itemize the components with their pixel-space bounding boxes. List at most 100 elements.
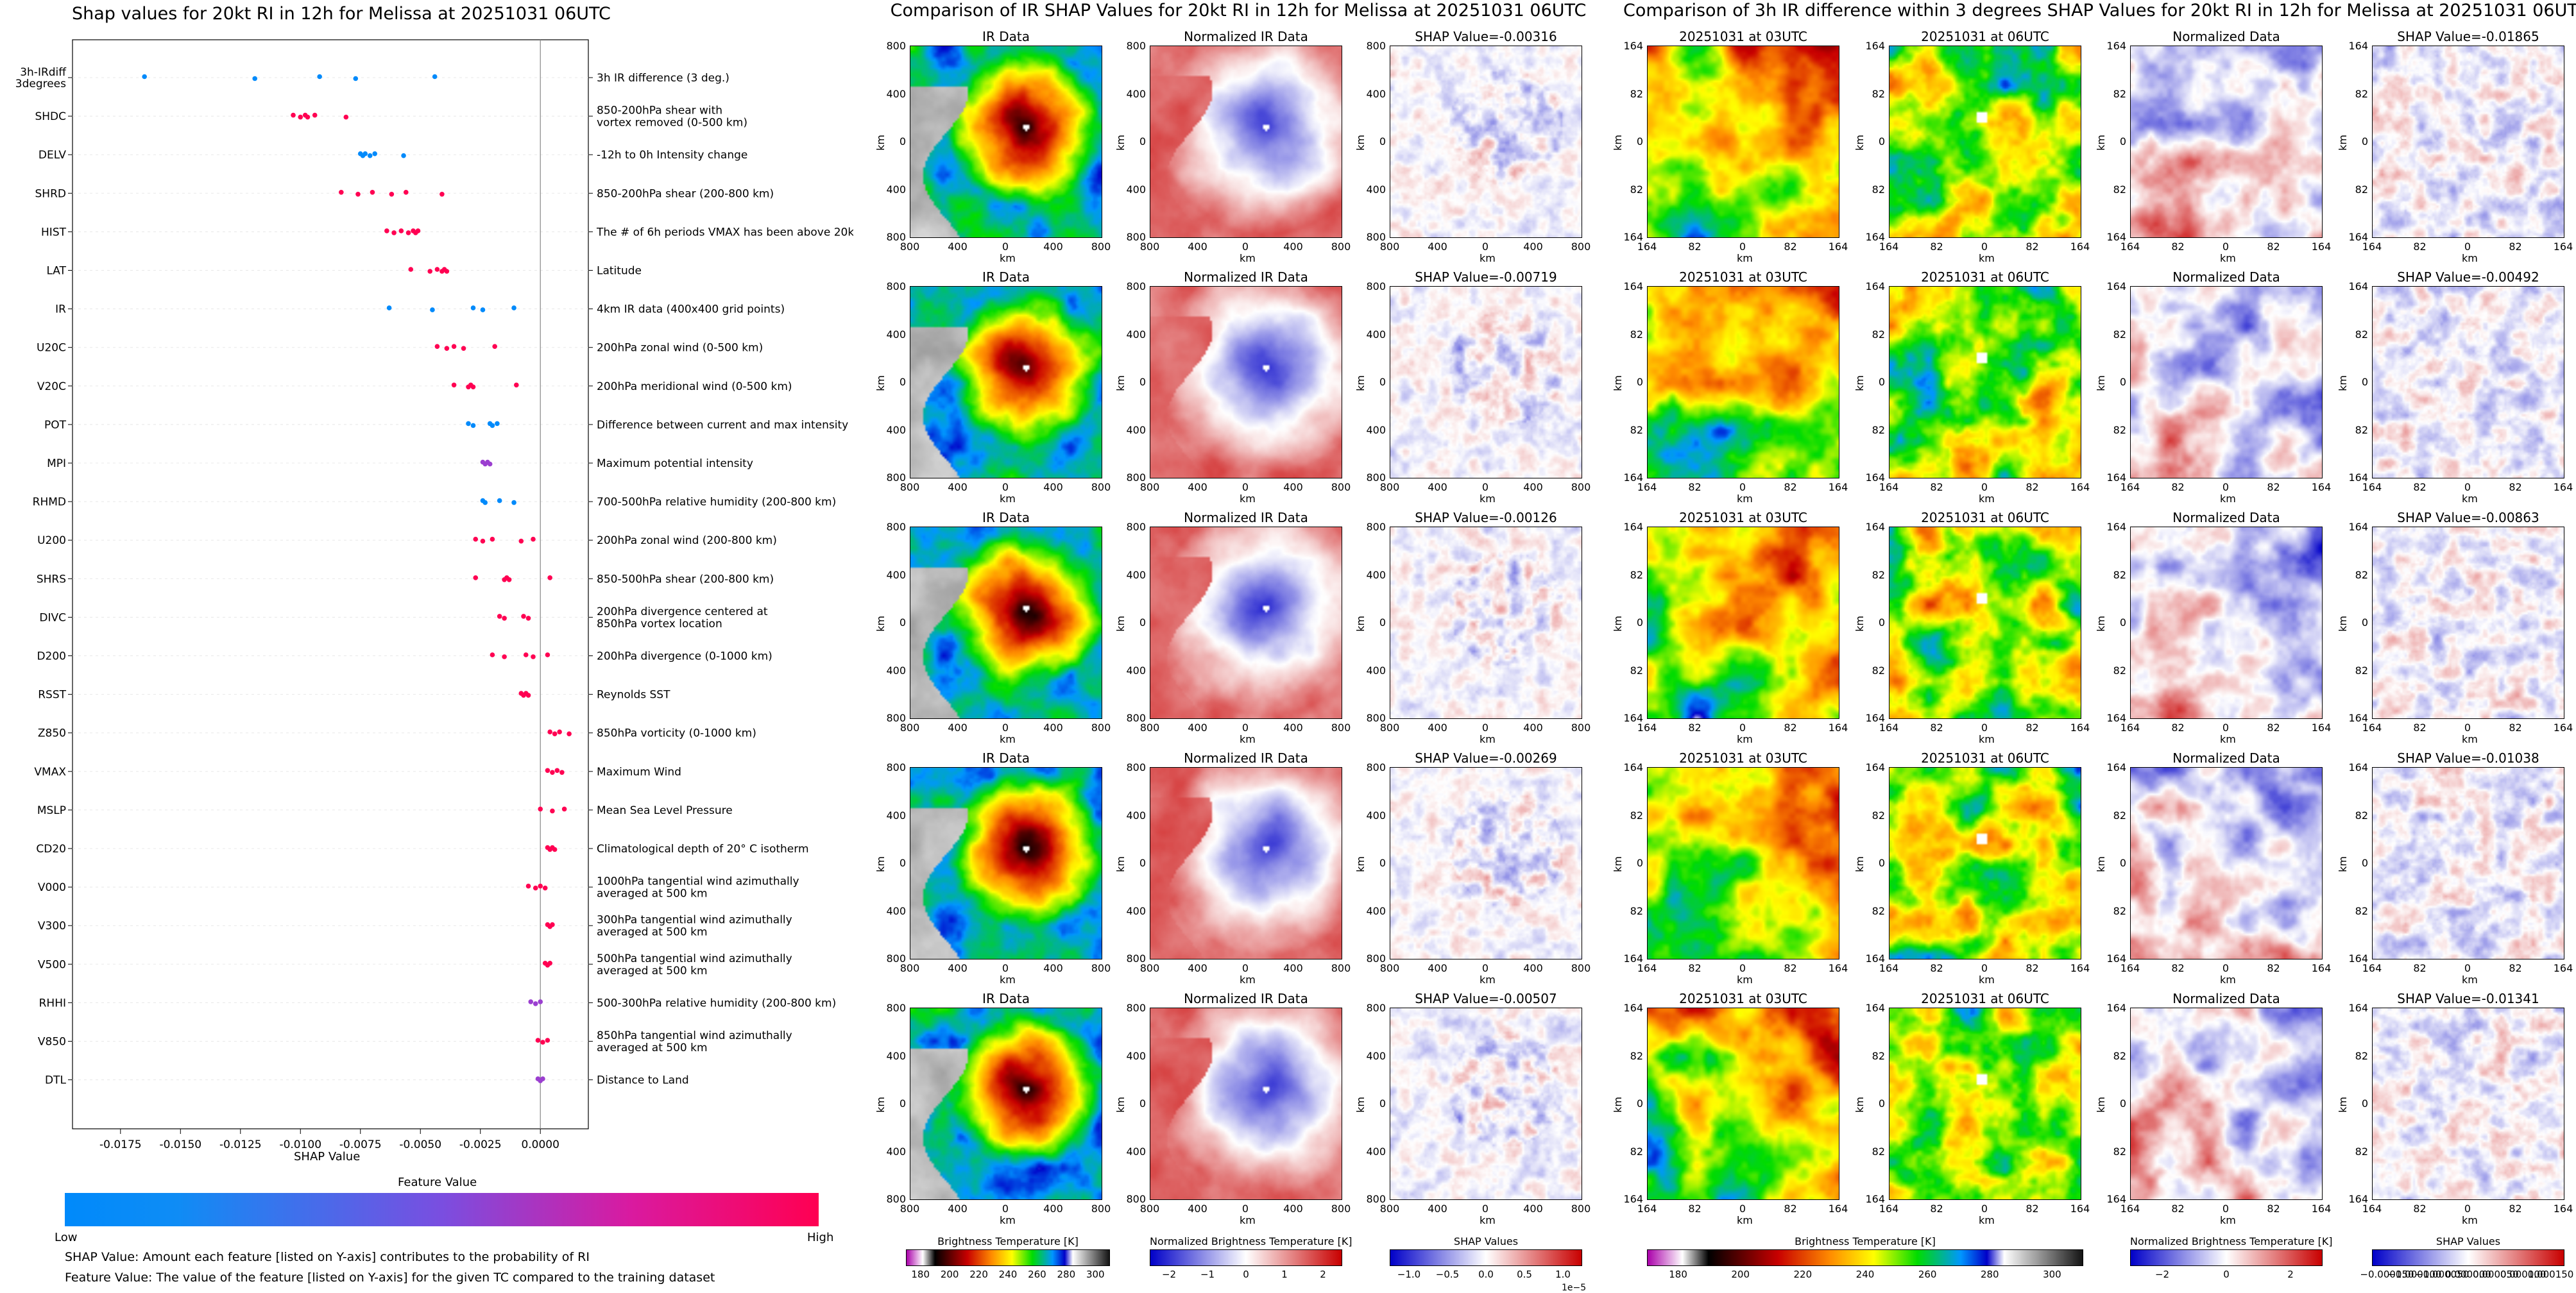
- shap-point: [372, 151, 377, 156]
- xtick-label: 800: [1379, 1203, 1400, 1215]
- xtick-label: 800: [1331, 481, 1351, 493]
- xtick-label: 82: [2026, 241, 2039, 253]
- map-image: [1390, 1008, 1582, 1199]
- xtick-label: 800: [1379, 481, 1400, 493]
- xtick-label: 800: [1091, 962, 1111, 974]
- ytick-label: 82: [1630, 1049, 1643, 1062]
- xtick-label: 164: [2553, 722, 2573, 734]
- xtick-label: 82: [2413, 722, 2427, 734]
- shap-point: [403, 190, 409, 195]
- map-image: [910, 768, 1102, 959]
- panel-title: Normalized Data: [2172, 991, 2280, 1006]
- map-image: [2131, 46, 2322, 237]
- xtick-label: 400: [1523, 962, 1543, 974]
- feature-description-label: 200hPa zonal wind (200-800 km): [597, 534, 777, 547]
- shap-point: [550, 770, 555, 775]
- xtick-label: 400: [1428, 241, 1447, 253]
- colorbar-tick-label: 240: [1855, 1269, 1875, 1280]
- shap-point: [432, 74, 438, 80]
- colorbar-tick-label: −0.000150: [2360, 1269, 2414, 1280]
- y-axis-label: km: [1611, 1097, 1624, 1113]
- xtick-label: 82: [2267, 722, 2280, 734]
- ytick-label: 0: [2361, 1097, 2368, 1110]
- shap-point: [554, 768, 560, 773]
- x-axis-label: km: [2220, 252, 2236, 264]
- shap-point: [506, 577, 512, 582]
- colorbar-tick-label: 0.5: [1517, 1269, 1532, 1280]
- colorbar-tick-label: −0.000050: [2415, 1269, 2469, 1280]
- ytick-label: 0: [1636, 1097, 1643, 1110]
- xtick-label: 164: [2070, 241, 2090, 253]
- map-image: [1150, 1008, 1342, 1199]
- xtick-label: 800: [1379, 962, 1400, 974]
- xtick-label: 164: [1828, 241, 1848, 253]
- feature-code-label: MPI: [47, 457, 66, 470]
- irnorm-map-panel: [1150, 527, 1342, 719]
- colorbar-label: SHAP Values: [1453, 1235, 1519, 1247]
- x-axis-label: km: [1979, 1214, 1995, 1226]
- feature-description-label: 500hPa tangential wind azimuthally: [597, 952, 792, 965]
- x-axis-label: km: [1737, 733, 1753, 745]
- y-axis-label: km: [1611, 375, 1624, 391]
- map-image: [1648, 46, 1839, 237]
- ytick-label: 400: [886, 904, 906, 917]
- shap-point: [439, 192, 445, 197]
- colorbar-tick-label: 260: [1918, 1269, 1937, 1280]
- ytick-label: 82: [1630, 183, 1643, 196]
- colorbar-tick-label: 0.000100: [2500, 1269, 2546, 1280]
- xtick-label: -0.0025: [459, 1138, 502, 1151]
- y-axis-label: km: [2094, 856, 2107, 872]
- ytick-label: 82: [1872, 568, 1885, 581]
- colorbar-tick-label: 260: [1028, 1269, 1046, 1280]
- ytick-label: 800: [1126, 280, 1146, 292]
- shap-point: [487, 461, 493, 467]
- plot-frame: [72, 39, 589, 1129]
- xtick-label: 400: [948, 241, 968, 253]
- xtick-label: 800: [1571, 241, 1591, 253]
- y-axis-label: km: [2336, 375, 2349, 391]
- shap-point: [461, 346, 466, 351]
- xtick-label: 82: [2413, 1203, 2427, 1215]
- shap-point: [312, 112, 318, 118]
- xtick-label: 800: [1571, 1203, 1591, 1215]
- panel-title: Normalized IR Data: [1184, 29, 1308, 44]
- y-axis-label: km: [874, 616, 887, 632]
- ytick-label: 400: [1126, 423, 1146, 436]
- ytick-label: 0: [1379, 1097, 1386, 1110]
- ytick-label: 164: [1865, 521, 1885, 533]
- shap-point: [567, 731, 572, 736]
- shap-point: [408, 267, 414, 272]
- xtick-label: -0.0050: [399, 1138, 441, 1151]
- xtick-label: 82: [1688, 481, 1702, 493]
- shap-point: [542, 885, 548, 891]
- panel-title: SHAP Value=-0.01038: [2397, 750, 2539, 766]
- irnorm-map-panel: [1150, 286, 1342, 478]
- ytick-label: 800: [1126, 712, 1146, 724]
- x-axis-label: km: [1979, 252, 1995, 264]
- ytick-label: 0: [2119, 857, 2126, 869]
- xtick-label: 400: [1188, 1203, 1207, 1215]
- x-axis-label: km: [1480, 252, 1496, 264]
- y-axis-label: km: [2094, 616, 2107, 632]
- shap-point: [559, 770, 565, 775]
- colorbar-tick-label: 280: [1980, 1269, 1999, 1280]
- d06-map-panel: [1889, 527, 2081, 719]
- colorbar-tick-label: −1: [1200, 1269, 1215, 1280]
- ytick-label: 800: [886, 471, 906, 484]
- ytick-label: 82: [2113, 423, 2126, 436]
- shap-point: [547, 961, 552, 966]
- ytick-label: 164: [2106, 712, 2126, 724]
- ytick-label: 82: [2355, 423, 2368, 436]
- y-axis-label: km: [2094, 135, 2107, 151]
- shap-point: [540, 1076, 545, 1081]
- y-axis-label: km: [1354, 616, 1367, 632]
- dnorm-map-panel: [2130, 527, 2323, 719]
- ytick-label: 82: [2355, 183, 2368, 196]
- xtick-label: 800: [900, 962, 920, 974]
- ytick-label: 164: [2106, 280, 2126, 292]
- shap-point: [482, 500, 488, 505]
- ytick-label: 400: [1126, 183, 1146, 196]
- shap-point: [533, 1001, 538, 1006]
- xtick-label: 0: [1739, 962, 1746, 974]
- ytick-label: 400: [886, 87, 906, 100]
